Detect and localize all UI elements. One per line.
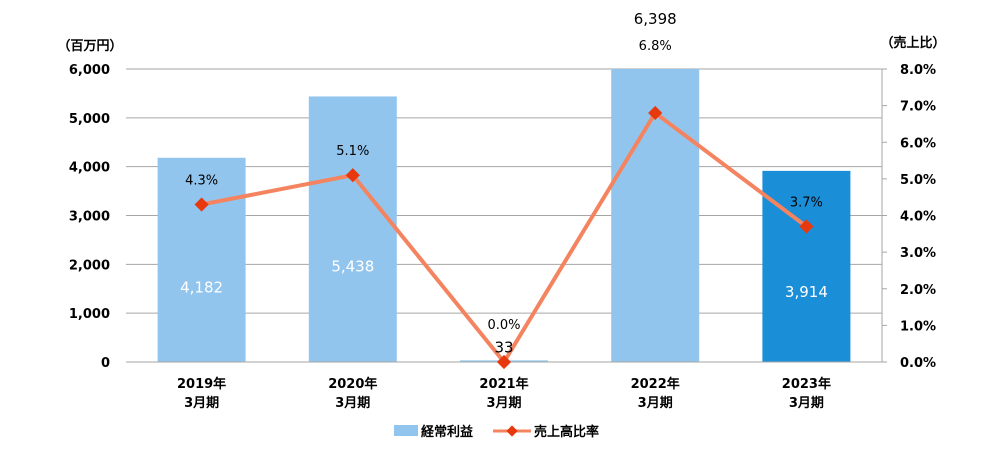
left-tick-label: 3,000: [69, 210, 110, 225]
right-tick-label: 7.0%: [900, 100, 936, 115]
line-value-label: 6.8%: [639, 39, 672, 54]
line-marker: [496, 354, 512, 370]
category-label: 2022年: [631, 376, 680, 392]
line-value-label: 5.1%: [336, 144, 369, 159]
category-label: 2021年: [479, 376, 528, 392]
bar: [157, 157, 246, 362]
category-label: 3月期: [184, 396, 219, 411]
right-tick-label: 3.0%: [900, 246, 936, 261]
line-value-label: 3.7%: [790, 195, 823, 210]
left-axis-unit: （百万円）: [57, 38, 122, 54]
right-tick-label: 4.0%: [900, 210, 936, 225]
bar-value-label: 3,914: [785, 283, 828, 301]
bar-value-label: 33: [494, 338, 513, 356]
left-tick-label: 2,000: [69, 258, 110, 273]
left-tick-label: 4,000: [69, 161, 110, 176]
category-label: 3月期: [486, 396, 521, 411]
legend-swatch-bar: [394, 425, 418, 436]
line-value-label: 0.0%: [487, 318, 520, 333]
left-tick-label: 6,000: [69, 63, 110, 78]
line-marker: [648, 105, 663, 121]
bar-value-label: 5,438: [331, 258, 374, 276]
right-axis-unit: （売上比）: [880, 35, 945, 51]
legend-swatch-marker: [506, 425, 518, 437]
category-label: 2020年: [328, 376, 377, 392]
tick-labels: 0 1,000 2,000 3,000 4,000 5,000 6,000 0.0% 1.0% 2…: [69, 63, 936, 411]
category-label: 2023年: [782, 376, 831, 392]
category-label: 2019年: [177, 376, 226, 392]
category-label: 3月期: [638, 396, 673, 411]
right-tick-label: 2.0%: [900, 283, 936, 298]
legend-label-bar: 経常利益: [421, 424, 473, 440]
left-tick-label: 5,000: [69, 112, 110, 127]
right-tick-label: 1.0%: [900, 319, 936, 334]
data-labels: 4,182 5,438 33 6,398 3,914 4.3% 5.1% 0.0% 6.8% 3.…: [180, 10, 828, 356]
bar-value-label: 6,398: [634, 10, 677, 28]
category-label: 3月期: [789, 396, 824, 411]
right-tick-label: 0.0%: [900, 356, 936, 371]
line-marker: [194, 197, 209, 212]
line-value-label: 4.3%: [185, 174, 218, 189]
gridlines: [126, 68, 882, 314]
left-tick-label: 1,000: [69, 307, 110, 322]
line-marker: [799, 219, 814, 234]
left-tick-label: 0: [101, 356, 110, 371]
legend: 経常利益 売上高比率: [394, 424, 599, 440]
right-tick-label: 6.0%: [900, 136, 936, 151]
bar-value-label: 4,182: [180, 279, 223, 297]
bar: [308, 96, 397, 362]
legend-label-line: 売上高比率: [534, 424, 599, 440]
line-marker: [345, 168, 360, 183]
right-tick-label: 8.0%: [900, 63, 936, 78]
category-label: 3月期: [335, 396, 370, 411]
right-tick-label: 5.0%: [900, 173, 936, 188]
line-series: [194, 105, 814, 370]
